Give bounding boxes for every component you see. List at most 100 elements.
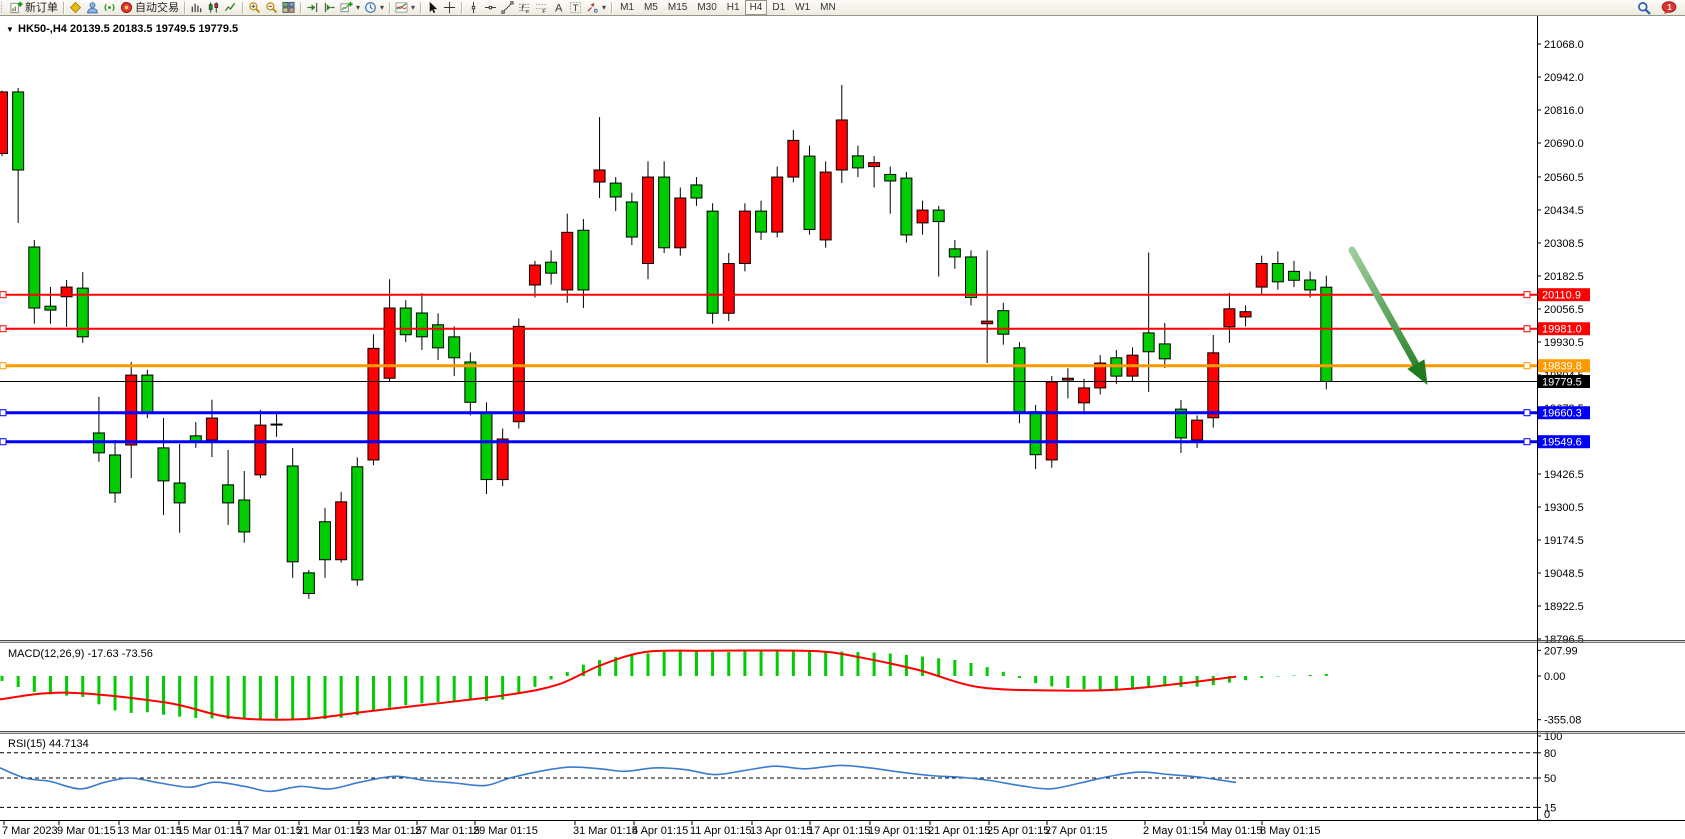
trend-arrow-annotation xyxy=(1348,246,1428,385)
svg-text:20560.5: 20560.5 xyxy=(1544,172,1584,184)
timeframe-w1-button[interactable]: W1 xyxy=(795,2,811,13)
levels-layer xyxy=(0,291,1537,446)
text-label-tool-button[interactable]: T xyxy=(567,1,584,15)
zoom-in-button[interactable] xyxy=(246,1,263,15)
svg-text:F: F xyxy=(542,9,546,14)
svg-text:19300.5: 19300.5 xyxy=(1544,502,1584,514)
candle xyxy=(690,184,703,199)
market-watch-icon xyxy=(69,1,82,14)
candle xyxy=(1174,408,1187,439)
candle xyxy=(981,320,994,325)
notifications-badge[interactable]: 1 xyxy=(1659,0,1679,15)
candle xyxy=(302,572,315,595)
timeframe-d1-button[interactable]: D1 xyxy=(772,2,786,13)
svg-text:A: A xyxy=(555,3,563,14)
timeframe-m5-button[interactable]: M5 xyxy=(643,2,658,13)
fibonacci-fan-tool-button[interactable]: F xyxy=(533,1,550,15)
chevron-down-icon: ▾ xyxy=(411,3,416,12)
market-watch-button[interactable] xyxy=(67,1,84,15)
candle xyxy=(399,307,412,336)
svg-text:19839.8: 19839.8 xyxy=(1542,361,1582,373)
timeframe-h1-button[interactable]: H1 xyxy=(726,2,740,13)
tile-windows-icon xyxy=(282,1,295,14)
indicators-button[interactable]: ▾ xyxy=(393,1,417,15)
zoom-out-icon xyxy=(265,1,278,14)
svg-text:15 Mar 01:15: 15 Mar 01:15 xyxy=(177,825,242,837)
crosshair-tool-button[interactable] xyxy=(441,1,458,15)
timeframe-m1-button[interactable]: M1 xyxy=(620,2,634,13)
svg-text:80: 80 xyxy=(1544,748,1556,760)
candle xyxy=(528,264,541,286)
candle xyxy=(965,256,977,299)
candle xyxy=(60,286,73,298)
candle xyxy=(1061,377,1074,381)
svg-text:18922.5: 18922.5 xyxy=(1544,601,1584,613)
text-tool-button[interactable]: A xyxy=(550,1,567,15)
toolbar: 新订单 自动交易 ▾ ▾ ▾ f E F A T ▾ M1 M5 M15 M30 H1 H4 D1 W1 MN 1 xyxy=(0,0,1685,16)
candle xyxy=(28,246,41,309)
zoom-out-button[interactable] xyxy=(263,1,280,15)
svg-text:21 Apr 01:15: 21 Apr 01:15 xyxy=(928,825,990,837)
candle xyxy=(722,262,735,314)
candle xyxy=(900,177,913,236)
signal-button[interactable] xyxy=(101,1,118,15)
horizontal-line-tool-button[interactable] xyxy=(482,1,499,15)
svg-text:13 Mar 01:15: 13 Mar 01:15 xyxy=(117,825,182,837)
candle xyxy=(771,176,784,233)
candle xyxy=(755,210,768,233)
candle xyxy=(512,325,525,423)
timeframe-mn-button[interactable]: MN xyxy=(820,2,836,13)
tile-windows-button[interactable] xyxy=(280,1,297,15)
line-chart-mode-button[interactable] xyxy=(222,1,239,15)
arrows-tool-button[interactable]: ▾ xyxy=(584,1,608,15)
svg-text:E: E xyxy=(526,9,529,14)
bar-chart-mode-button[interactable] xyxy=(188,1,205,15)
toolbar-button-label: 新订单 xyxy=(25,1,58,14)
periods-button[interactable]: ▾ xyxy=(362,1,386,15)
candle xyxy=(1320,286,1333,382)
new-order-button[interactable]: 新订单 xyxy=(8,1,60,15)
svg-text:-355.08: -355.08 xyxy=(1544,715,1581,727)
svg-text:18796.5: 18796.5 xyxy=(1544,634,1584,646)
svg-text:19779.5: 19779.5 xyxy=(1542,376,1582,388)
text-t-icon: T xyxy=(569,1,582,14)
svg-text:50: 50 xyxy=(1544,773,1556,785)
crosshair-icon xyxy=(443,1,456,14)
chart-shift-button[interactable] xyxy=(321,1,338,15)
auto-scroll-button[interactable] xyxy=(304,1,321,15)
timeframe-m30-button[interactable]: M30 xyxy=(697,2,717,13)
indicators-icon xyxy=(395,1,408,14)
candle xyxy=(916,209,929,224)
timeframe-h4-button[interactable]: H4 xyxy=(744,0,768,15)
svg-text:20308.5: 20308.5 xyxy=(1544,238,1584,250)
candle xyxy=(254,424,267,476)
signal-icon xyxy=(103,1,116,14)
timeframe-m15-button[interactable]: M15 xyxy=(667,2,688,13)
candle xyxy=(1255,262,1268,288)
svg-text:20182.5: 20182.5 xyxy=(1544,271,1584,283)
vertical-line-tool-button[interactable] xyxy=(465,1,482,15)
candle xyxy=(1142,332,1155,353)
candle-chart-icon xyxy=(207,1,220,14)
cursor-tool-button[interactable] xyxy=(424,1,441,15)
search-button[interactable] xyxy=(1635,1,1653,15)
chevron-down-icon: ▾ xyxy=(380,3,385,12)
cursor-icon xyxy=(426,1,439,14)
svg-text:17 Apr 01:15: 17 Apr 01:15 xyxy=(808,825,870,837)
profile-button[interactable] xyxy=(84,1,101,15)
trendline-tool-button[interactable] xyxy=(499,1,516,15)
candle xyxy=(819,171,832,241)
macd-signal-line xyxy=(0,649,1237,721)
svg-text:1: 1 xyxy=(1667,2,1672,11)
add-chart-icon xyxy=(340,1,353,14)
auto-trading-button[interactable]: 自动交易 xyxy=(118,1,181,15)
candle xyxy=(642,176,654,264)
chat-bubble-icon: 1 xyxy=(1661,0,1677,14)
candle-chart-mode-button[interactable] xyxy=(205,1,222,15)
new-chart-button[interactable]: ▾ xyxy=(338,1,362,15)
